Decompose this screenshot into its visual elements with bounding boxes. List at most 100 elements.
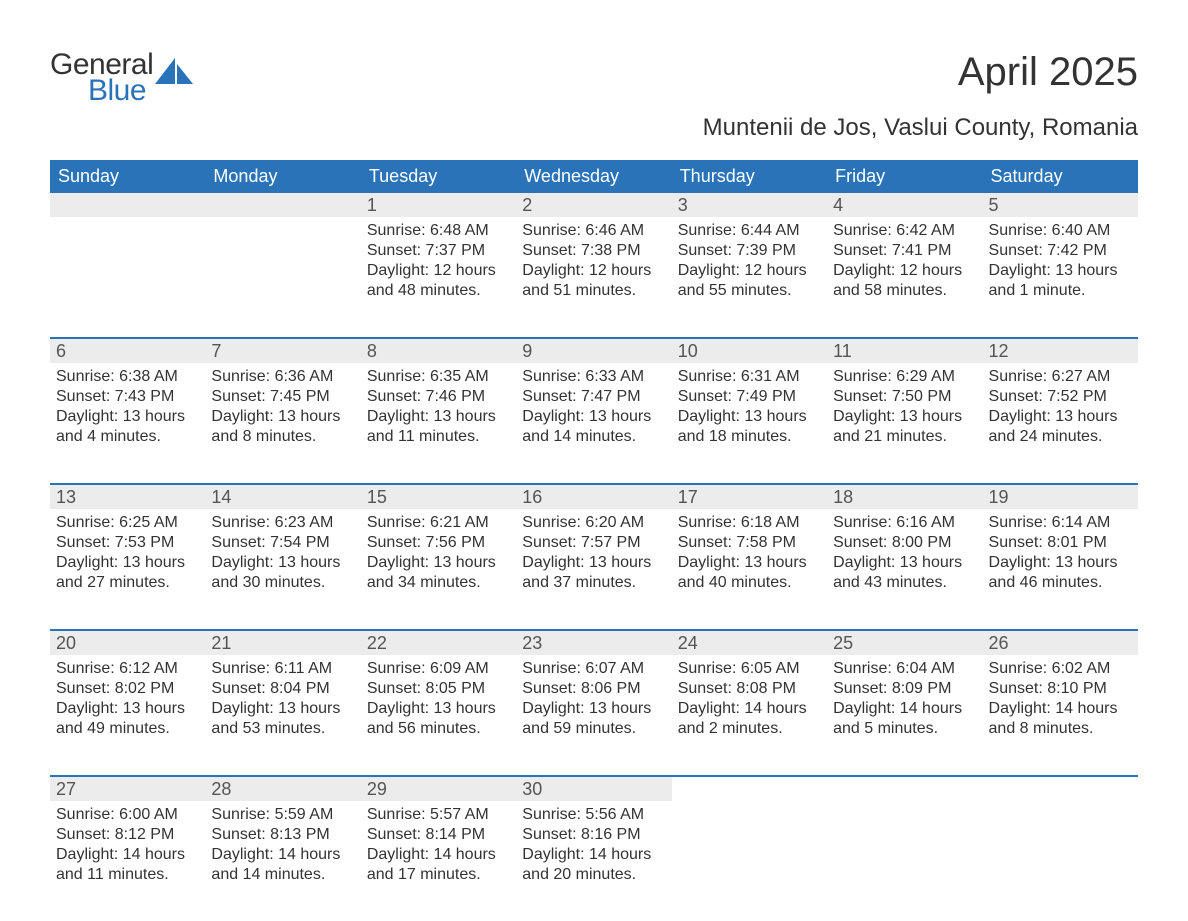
day-line: Sunrise: 6:04 AM [833,659,976,679]
day-line: Daylight: 12 hours [833,261,976,281]
day-cell: 29Sunrise: 5:57 AMSunset: 8:14 PMDayligh… [361,777,516,909]
day-cell: 18Sunrise: 6:16 AMSunset: 8:00 PMDayligh… [827,485,982,617]
day-line: Sunset: 7:56 PM [367,533,510,553]
day-cell: 3Sunrise: 6:44 AMSunset: 7:39 PMDaylight… [672,193,827,325]
day-cell [205,193,360,325]
day-line: and 34 minutes. [367,573,510,593]
day-line: Sunrise: 6:18 AM [678,513,821,533]
day-line: Sunset: 7:43 PM [56,387,199,407]
day-line: and 59 minutes. [522,719,665,739]
day-line: Daylight: 14 hours [678,699,821,719]
day-line: and 48 minutes. [367,281,510,301]
day-line: Sunrise: 6:07 AM [522,659,665,679]
day-content: Sunrise: 6:23 AMSunset: 7:54 PMDaylight:… [205,509,360,595]
day-line: Sunset: 8:12 PM [56,825,199,845]
day-content: Sunrise: 6:25 AMSunset: 7:53 PMDaylight:… [50,509,205,595]
day-cell: 15Sunrise: 6:21 AMSunset: 7:56 PMDayligh… [361,485,516,617]
day-number: 30 [516,777,671,801]
day-number: 8 [361,339,516,363]
day-line: and 2 minutes. [678,719,821,739]
day-number: 24 [672,631,827,655]
day-line: Sunrise: 6:33 AM [522,367,665,387]
day-number [983,777,1138,801]
day-line: and 20 minutes. [522,865,665,885]
day-cell: 2Sunrise: 6:46 AMSunset: 7:38 PMDaylight… [516,193,671,325]
day-cell: 11Sunrise: 6:29 AMSunset: 7:50 PMDayligh… [827,339,982,471]
day-line: Sunrise: 6:42 AM [833,221,976,241]
dayheader: Sunday [50,160,205,193]
day-line: Sunset: 7:42 PM [989,241,1132,261]
day-line: and 37 minutes. [522,573,665,593]
day-cell [50,193,205,325]
day-line: Sunrise: 6:35 AM [367,367,510,387]
day-line: Daylight: 13 hours [211,699,354,719]
day-line: Daylight: 14 hours [56,845,199,865]
day-line: Sunset: 8:14 PM [367,825,510,845]
day-line: Sunrise: 6:29 AM [833,367,976,387]
day-line: Daylight: 12 hours [522,261,665,281]
week-row: 13Sunrise: 6:25 AMSunset: 7:53 PMDayligh… [50,483,1138,629]
day-cell: 30Sunrise: 5:56 AMSunset: 8:16 PMDayligh… [516,777,671,909]
day-line: Daylight: 14 hours [833,699,976,719]
day-number: 19 [983,485,1138,509]
day-line: Daylight: 14 hours [367,845,510,865]
day-line: and 11 minutes. [56,865,199,885]
day-line: Sunset: 8:05 PM [367,679,510,699]
day-line: Sunset: 7:41 PM [833,241,976,261]
day-cell: 4Sunrise: 6:42 AMSunset: 7:41 PMDaylight… [827,193,982,325]
day-number: 28 [205,777,360,801]
day-line: Daylight: 13 hours [678,407,821,427]
day-cell [827,777,982,909]
day-number: 7 [205,339,360,363]
day-content: Sunrise: 6:05 AMSunset: 8:08 PMDaylight:… [672,655,827,741]
day-line: Sunset: 8:09 PM [833,679,976,699]
day-line: and 8 minutes. [211,427,354,447]
day-line: and 56 minutes. [367,719,510,739]
logo-text: General Blue [50,50,153,106]
day-number [672,777,827,801]
day-content: Sunrise: 6:46 AMSunset: 7:38 PMDaylight:… [516,217,671,303]
day-cell: 14Sunrise: 6:23 AMSunset: 7:54 PMDayligh… [205,485,360,617]
day-number: 29 [361,777,516,801]
day-line: and 46 minutes. [989,573,1132,593]
day-cell: 5Sunrise: 6:40 AMSunset: 7:42 PMDaylight… [983,193,1138,325]
day-line: and 21 minutes. [833,427,976,447]
day-content: Sunrise: 6:29 AMSunset: 7:50 PMDaylight:… [827,363,982,449]
day-content: Sunrise: 5:59 AMSunset: 8:13 PMDaylight:… [205,801,360,887]
day-line: and 8 minutes. [989,719,1132,739]
day-cell: 28Sunrise: 5:59 AMSunset: 8:13 PMDayligh… [205,777,360,909]
dayheader: Tuesday [361,160,516,193]
day-line: and 49 minutes. [56,719,199,739]
day-content: Sunrise: 6:20 AMSunset: 7:57 PMDaylight:… [516,509,671,595]
day-cell: 24Sunrise: 6:05 AMSunset: 8:08 PMDayligh… [672,631,827,763]
dayheader: Monday [205,160,360,193]
sail-icon [155,56,197,91]
day-line: Sunrise: 6:11 AM [211,659,354,679]
day-line: Daylight: 13 hours [522,407,665,427]
header: General Blue April 2025 [50,50,1138,106]
day-number: 15 [361,485,516,509]
week-row: 1Sunrise: 6:48 AMSunset: 7:37 PMDaylight… [50,193,1138,337]
day-line: and 55 minutes. [678,281,821,301]
day-line: Sunset: 8:04 PM [211,679,354,699]
day-line: Daylight: 13 hours [989,407,1132,427]
day-number: 20 [50,631,205,655]
day-number [827,777,982,801]
day-line: Daylight: 14 hours [211,845,354,865]
day-line: Sunset: 7:57 PM [522,533,665,553]
day-content: Sunrise: 6:35 AMSunset: 7:46 PMDaylight:… [361,363,516,449]
day-cell: 16Sunrise: 6:20 AMSunset: 7:57 PMDayligh… [516,485,671,617]
day-line: Daylight: 13 hours [56,553,199,573]
day-line: and 5 minutes. [833,719,976,739]
day-cell: 19Sunrise: 6:14 AMSunset: 8:01 PMDayligh… [983,485,1138,617]
day-number [205,193,360,217]
day-line: Sunrise: 6:20 AM [522,513,665,533]
day-number: 6 [50,339,205,363]
day-line: Sunrise: 6:05 AM [678,659,821,679]
day-cell: 26Sunrise: 6:02 AMSunset: 8:10 PMDayligh… [983,631,1138,763]
day-number: 13 [50,485,205,509]
day-number: 23 [516,631,671,655]
day-line: Daylight: 13 hours [211,407,354,427]
day-number: 11 [827,339,982,363]
day-cell: 21Sunrise: 6:11 AMSunset: 8:04 PMDayligh… [205,631,360,763]
